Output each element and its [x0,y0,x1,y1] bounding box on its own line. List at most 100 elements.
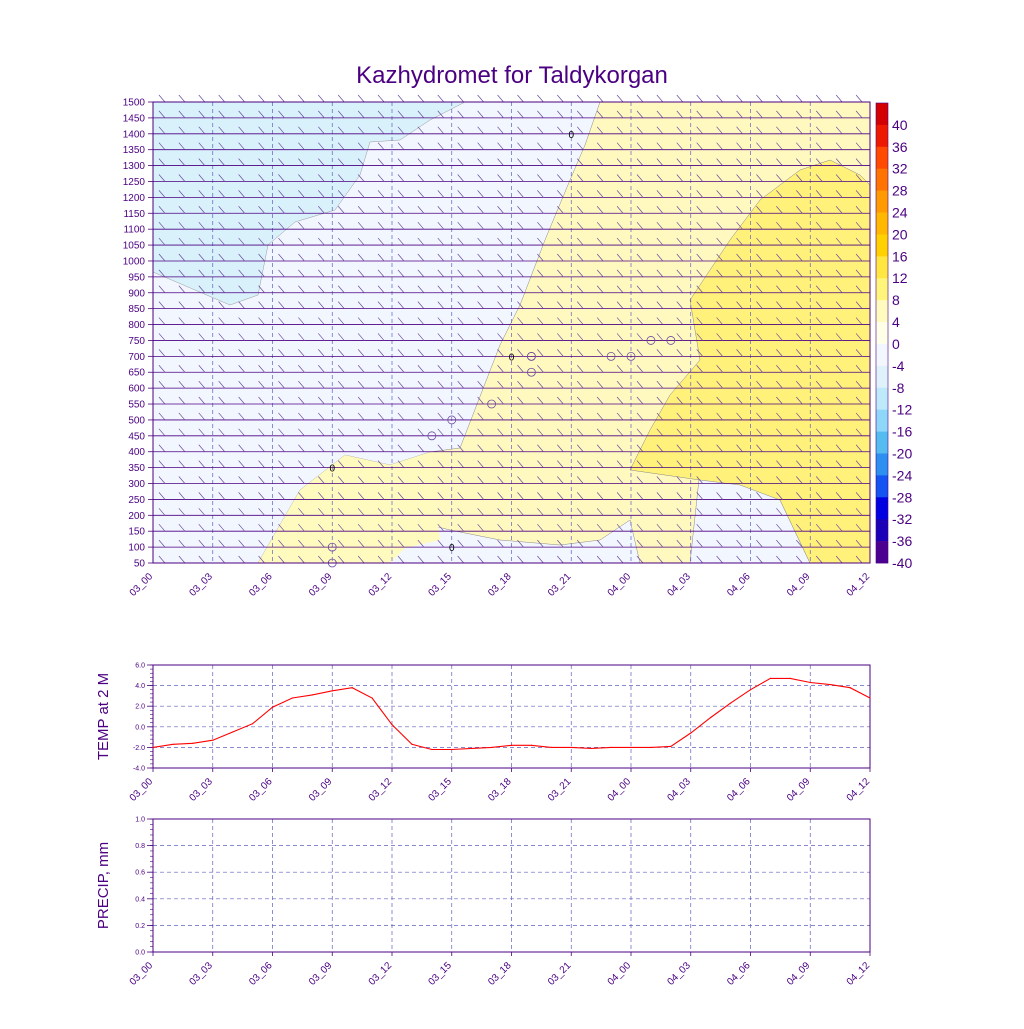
wind-barb [676,396,684,405]
wind-barb [796,237,803,246]
wind-barb [517,539,524,548]
wind-barb [576,460,584,468]
wind-barb [377,539,385,548]
wind-barb [377,301,385,309]
wind-barb [835,158,843,166]
wind-barb [676,492,684,500]
x-tick-label: 03_15 [426,776,454,804]
wind-barb [417,460,425,468]
wind-barb [656,221,664,230]
wind-barb [258,508,265,516]
wind-barb [397,190,405,198]
wind-barb [318,301,325,309]
wind-barb [696,555,703,564]
wind-barb [517,396,524,405]
wind-barb [815,158,823,166]
wind-barb [178,237,186,246]
wind-barb [616,110,624,119]
wind-barb [337,476,345,484]
wind-barb [318,523,325,532]
heatmap-x-tick-label: 03_00 [128,571,156,599]
wind-barb [218,174,225,182]
wind-barb [557,380,564,389]
heatmap-x-tick-label: 04_00 [606,571,634,599]
wind-barb [258,380,265,389]
wind-barb [756,126,763,135]
wind-barb [756,428,763,437]
wind-barb [736,428,743,437]
wind-barb [457,253,464,262]
wind-barb [796,190,803,198]
wind-barb [258,333,265,341]
temperature-point [650,746,652,749]
wind-barb [298,460,305,468]
wind-barb [477,126,484,135]
wind-barb [477,365,484,373]
wind-barb [776,396,783,405]
wind-barb [218,237,225,246]
wind-barb [835,285,843,293]
wind-barb [278,94,285,103]
wind-barb [417,110,425,119]
wind-barb [596,237,604,246]
wind-barb [576,555,584,564]
wind-barb [337,365,345,373]
wind-barb [796,508,803,516]
wind-barb [815,523,823,532]
wind-barb [815,221,823,230]
wind-barb [178,349,186,357]
wind-barb [417,285,425,293]
wind-barb [437,269,445,278]
wind-barb [238,444,245,452]
wind-barb [218,460,225,468]
wind-barb [238,365,245,373]
heatmap-y-tick-label: 100 [128,543,145,554]
wind-barb [278,285,285,293]
wind-barb [616,269,624,278]
wind-barb [377,206,385,214]
wind-barb [636,237,644,246]
wind-barb [318,317,325,325]
x-tick-label: 04_03 [665,776,693,804]
wind-barb [198,492,206,500]
wind-barb [497,253,504,262]
wind-barb [776,142,783,150]
wind-barb [676,237,684,246]
wind-barb [517,317,524,325]
wind-barb [318,508,325,516]
wind-barb [656,365,664,373]
wind-barb [198,237,206,246]
wind-barb [477,190,484,198]
colorbar-swatch [876,256,888,279]
wind-barb [357,221,365,230]
wind-barb [736,396,743,405]
wind-barb [736,190,743,198]
wind-barb [397,110,405,119]
wind-barb [258,523,265,532]
wind-barb [298,206,305,214]
wind-barb [437,317,445,325]
wind-barb [736,349,743,357]
wind-barb [337,396,345,405]
wind-barb [337,508,345,516]
wind-barb [417,237,425,246]
wind-barb [357,285,365,293]
heatmap-y-tick-label: 300 [128,479,145,490]
wind-barb [616,555,624,564]
wind-barb [537,190,544,198]
wind-barb [696,317,703,325]
wind-barb [337,269,345,278]
wind-barb [477,253,484,262]
colorbar-swatch [876,409,888,432]
wind-barb [716,460,723,468]
wind-barb [497,508,504,516]
x-tick-label: 04_06 [725,776,753,804]
wind-barb [676,508,684,516]
wind-barb [855,206,863,214]
wind-barb [596,126,604,135]
wind-barb [796,460,803,468]
wind-barb [218,253,225,262]
colorbar-swatch [876,387,888,410]
wind-barb [576,317,584,325]
wind-barb [815,94,823,103]
